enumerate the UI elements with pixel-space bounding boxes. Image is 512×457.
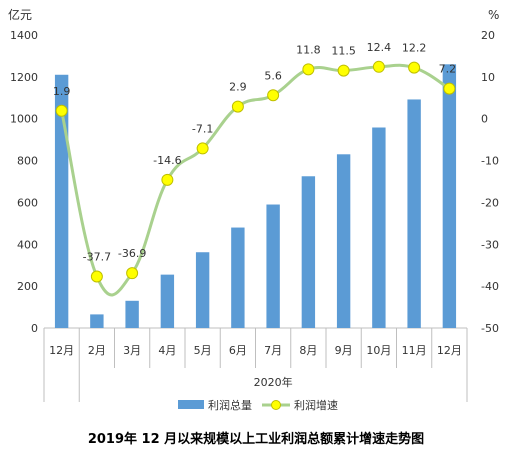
bar xyxy=(54,74,69,328)
data-label: -14.6 xyxy=(153,154,181,167)
bar xyxy=(442,64,457,329)
growth-point xyxy=(196,142,209,155)
category-label: 4月 xyxy=(158,344,176,357)
bar xyxy=(407,99,421,329)
data-label: 11.5 xyxy=(331,45,356,58)
data-label: 5.6 xyxy=(264,69,282,82)
year-group-label: 2020年 xyxy=(254,375,293,389)
data-label: 7.2 xyxy=(439,63,457,76)
growth-point xyxy=(126,267,139,280)
right-tick-label: -50 xyxy=(481,322,499,335)
bar xyxy=(160,274,175,328)
growth-point xyxy=(372,60,385,73)
right-tick-label: 20 xyxy=(481,29,495,42)
data-label: 12.4 xyxy=(367,41,392,54)
bar xyxy=(266,204,280,328)
bar-line-chart: 0200400600800100012001400-50-40-30-20-10… xyxy=(10,29,499,412)
left-tick-label: 800 xyxy=(17,155,38,168)
data-label: 11.8 xyxy=(296,43,321,56)
legend-line-marker xyxy=(271,400,281,410)
category-label: 2月 xyxy=(88,344,106,357)
bar xyxy=(372,127,386,328)
data-label: 12.2 xyxy=(402,42,427,55)
left-axis-unit: 亿元 xyxy=(8,8,33,22)
data-label: -36.9 xyxy=(118,247,146,260)
left-tick-label: 0 xyxy=(31,322,38,335)
category-label: 11月 xyxy=(402,344,427,357)
data-label: 1.9 xyxy=(53,85,71,98)
category-label: 9月 xyxy=(335,344,353,357)
category-label: 5月 xyxy=(194,344,212,357)
legend-bar-label: 利润总量 xyxy=(208,398,252,412)
category-label: 8月 xyxy=(299,344,317,357)
bar xyxy=(301,176,316,328)
legend-line-label: 利润增速 xyxy=(294,398,338,412)
growth-point xyxy=(267,89,280,102)
data-label: -37.7 xyxy=(83,251,111,264)
growth-point xyxy=(90,270,103,283)
right-tick-label: 10 xyxy=(481,71,495,84)
left-tick-label: 1200 xyxy=(10,71,38,84)
left-tick-label: 600 xyxy=(17,196,38,209)
growth-point xyxy=(231,100,244,113)
category-label: 3月 xyxy=(123,344,141,357)
growth-point xyxy=(161,173,174,186)
left-tick-label: 1000 xyxy=(10,113,38,126)
right-tick-label: -10 xyxy=(481,155,499,168)
bar xyxy=(125,300,139,328)
category-label: 6月 xyxy=(229,344,247,357)
data-label: 2.9 xyxy=(229,81,247,94)
bar xyxy=(231,227,245,328)
bar xyxy=(195,252,210,328)
category-label: 7月 xyxy=(264,344,282,357)
data-label: -7.1 xyxy=(192,122,213,135)
growth-point xyxy=(337,64,350,77)
chart-title: 2019年 12 月以来规模以上工业利润总额累计增速走势图 xyxy=(87,432,425,447)
legend-bar-swatch xyxy=(178,400,204,409)
growth-point xyxy=(408,61,421,74)
right-tick-label: -30 xyxy=(481,238,499,251)
bar xyxy=(336,154,351,328)
left-tick-label: 400 xyxy=(17,238,38,251)
category-label: 12月 xyxy=(437,344,462,357)
category-label: 10月 xyxy=(366,344,391,357)
growth-line xyxy=(60,63,451,297)
left-tick-label: 200 xyxy=(17,280,38,293)
left-tick-label: 1400 xyxy=(10,29,38,42)
right-tick-label: 0 xyxy=(481,113,488,126)
right-axis-unit: % xyxy=(488,8,500,22)
right-tick-label: -20 xyxy=(481,196,499,209)
category-label: 12月 xyxy=(49,344,74,357)
growth-point xyxy=(55,104,68,117)
growth-point xyxy=(443,82,456,95)
right-tick-label: -40 xyxy=(481,280,499,293)
bar xyxy=(90,314,104,328)
growth-point xyxy=(302,63,315,76)
